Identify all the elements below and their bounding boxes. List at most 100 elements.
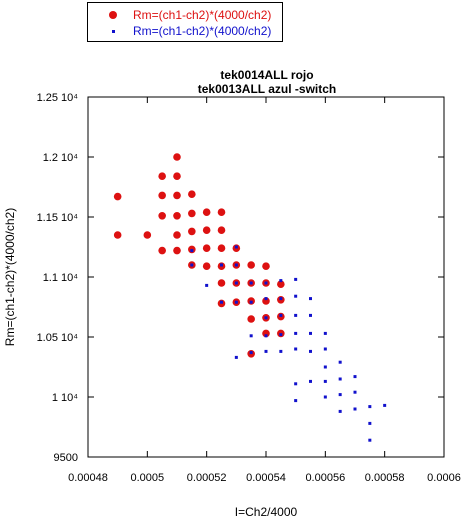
data-point-red (202, 208, 211, 216)
data-point-red (188, 190, 196, 198)
data-point-blue (338, 360, 342, 364)
data-point-red (173, 191, 181, 200)
legend-item-red: Rm=(ch1-ch2)*(4000/ch2) (88, 7, 282, 23)
data-point-blue (279, 333, 283, 337)
data-point-red (173, 231, 181, 239)
data-point-red (202, 262, 211, 271)
data-point-blue (279, 349, 283, 353)
series-blue (190, 245, 387, 442)
data-point-red (217, 226, 226, 234)
data-point-red (188, 209, 196, 218)
data-point-red (217, 279, 226, 287)
data-point-blue (220, 263, 223, 267)
data-point-blue (353, 375, 357, 379)
data-point-red (158, 212, 166, 220)
y-tick-label: 1.15 10⁴ (37, 212, 79, 224)
data-point-blue (368, 438, 372, 442)
data-point-red (217, 208, 226, 216)
data-point-blue (323, 347, 327, 351)
data-point-blue (309, 331, 312, 335)
data-point-blue (294, 331, 298, 335)
data-point-blue (279, 279, 283, 283)
x-tick-label: 0.00056 (305, 472, 345, 484)
x-tick-label: 0.00058 (365, 472, 405, 484)
data-point-blue (309, 379, 312, 383)
data-point-red (262, 297, 270, 305)
y-tick-labels: 9500 1 10⁴ 1.05 10⁴ 1.1 10⁴ 1.15 10⁴ 1.2 10⁴ 1… (37, 92, 79, 464)
data-point-red (158, 191, 166, 200)
data-point-blue (323, 379, 327, 383)
data-series (113, 153, 387, 442)
data-point-blue (190, 263, 194, 267)
data-point-blue (353, 390, 357, 394)
data-point-blue (205, 283, 209, 287)
data-point-blue (234, 355, 238, 359)
data-point-blue (264, 281, 268, 285)
data-point-red (158, 172, 166, 180)
data-point-red (217, 244, 226, 252)
data-point-blue (309, 297, 312, 301)
legend-label-red: Rm=(ch1-ch2)*(4000/ch2) (133, 8, 272, 22)
data-point-blue (294, 347, 298, 351)
data-point-red (173, 172, 181, 180)
data-point-blue (338, 393, 342, 397)
data-point-blue (249, 281, 253, 285)
data-point-blue (249, 334, 253, 338)
data-point-blue (279, 313, 283, 317)
data-point-red (247, 261, 255, 269)
x-tick-label: 0.00054 (246, 472, 286, 484)
data-point-blue (234, 300, 238, 304)
data-point-blue (353, 407, 357, 411)
data-point-blue (368, 421, 372, 425)
data-point-blue (338, 409, 342, 413)
data-point-red (173, 212, 181, 220)
data-point-red (262, 262, 270, 271)
x-axis-label: I=Ch2/4000 (235, 505, 298, 519)
plot-frame (87, 96, 445, 458)
data-point-blue (309, 349, 312, 353)
legend-item-blue: Rm=(ch1-ch2)*(4000/ch2) (88, 23, 282, 39)
x-tick-label: 0.00048 (68, 472, 108, 484)
data-point-red (277, 280, 285, 289)
data-point-blue (294, 277, 298, 281)
data-point-blue (264, 349, 268, 353)
data-point-blue (264, 334, 268, 338)
data-point-blue (234, 263, 238, 267)
data-point-red (262, 329, 270, 338)
data-point-blue (368, 405, 372, 409)
data-point-red (173, 153, 181, 161)
series-red (113, 153, 285, 358)
data-point-red (202, 226, 211, 234)
data-point-red (173, 246, 181, 255)
blue-square-marker-icon (112, 30, 115, 33)
y-tick-label: 1.05 10⁴ (37, 332, 79, 344)
legend-label-blue: Rm=(ch1-ch2)*(4000/ch2) (133, 24, 272, 38)
data-point-blue (190, 249, 194, 253)
data-point-blue (323, 365, 327, 369)
data-point-blue (249, 300, 253, 304)
data-point-blue (323, 395, 327, 399)
chart-title-line: tek0014ALL rojo (220, 68, 313, 82)
data-point-blue (294, 313, 298, 317)
data-point-blue (383, 403, 387, 407)
data-point-blue (264, 297, 268, 301)
x-tick-labels: 0.00048 0.0005 0.00052 0.00054 0.00056 0.0005… (68, 472, 461, 484)
y-axis-label: Rm=(ch1-ch2)*(4000/ch2) (3, 208, 17, 346)
data-point-red (143, 231, 152, 239)
data-point-blue (323, 331, 327, 335)
data-point-blue (220, 300, 223, 304)
chart-title-line: tek0013ALL azul -switch (198, 82, 337, 96)
data-point-red (247, 315, 255, 323)
data-point-blue (234, 245, 238, 249)
y-tick-label: 1.2 10⁴ (43, 152, 79, 164)
data-point-blue (249, 351, 253, 355)
x-tick-label: 0.0005 (131, 472, 165, 484)
data-point-red (202, 244, 211, 252)
x-tick-label: 0.0006 (427, 472, 461, 484)
x-tick-label: 0.00052 (187, 472, 227, 484)
y-tick-label: 9500 (54, 452, 78, 464)
data-point-blue (294, 399, 298, 403)
data-point-blue (338, 377, 342, 381)
y-tick-label: 1 10⁴ (52, 392, 78, 404)
